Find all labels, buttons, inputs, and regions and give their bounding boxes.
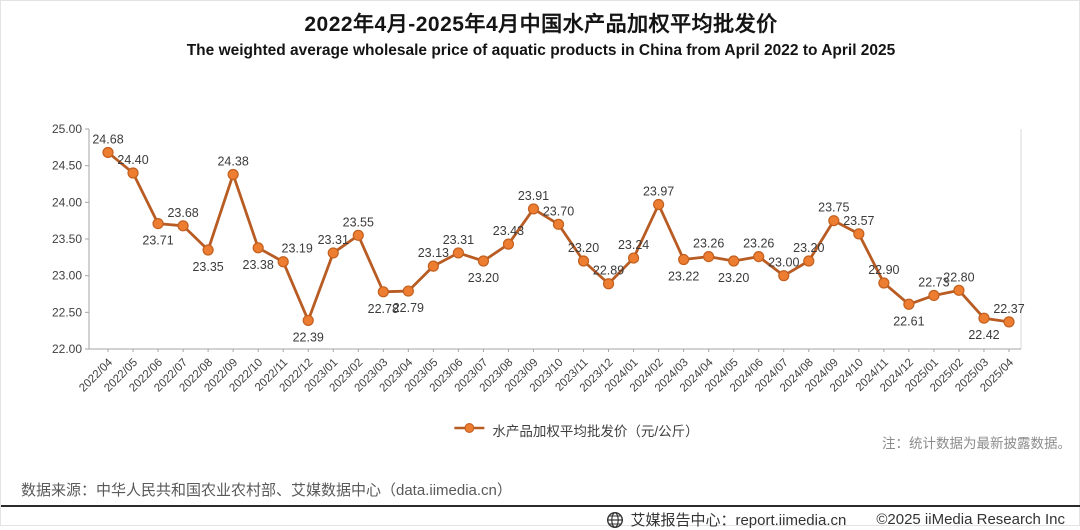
- data-point-label: 23.75: [818, 201, 849, 215]
- data-point-label: 22.80: [943, 270, 974, 284]
- data-point-label: 22.37: [993, 302, 1024, 316]
- data-point-marker: [152, 217, 164, 230]
- data-point-marker: [753, 251, 765, 263]
- data-point-marker: [527, 203, 540, 215]
- footer-divider: [1, 505, 1080, 507]
- data-point-marker: [577, 255, 590, 267]
- statistics-note: 注：统计数据为最新披露数据。: [882, 436, 1071, 451]
- data-point-marker: [127, 167, 139, 179]
- data-point-marker: [778, 270, 790, 282]
- data-point-label: 23.20: [793, 241, 824, 255]
- data-point-label: 23.20: [568, 241, 599, 255]
- data-point-marker: [377, 286, 389, 298]
- data-point-label: 23.68: [167, 206, 198, 220]
- data-point-marker: [928, 289, 940, 302]
- data-point-label: 22.73: [918, 275, 949, 289]
- data-point-marker: [427, 260, 439, 272]
- data-point-marker: [402, 285, 414, 297]
- chart-svg: 22.0022.5023.0023.5024.0024.5025.002022/…: [52, 122, 1025, 395]
- y-axis-tick-label: 24.50: [52, 159, 82, 173]
- data-point-label: 24.68: [92, 132, 123, 146]
- data-point-marker: [953, 284, 965, 296]
- data-point-label: 23.20: [718, 271, 749, 285]
- chart-legend: 水产品加权平均批发价（元/公斤）: [453, 420, 699, 440]
- data-point-label: 22.42: [968, 328, 999, 342]
- data-point-marker: [252, 242, 264, 254]
- data-point-marker: [302, 314, 314, 326]
- data-point-label: 23.97: [643, 185, 674, 199]
- data-point-label: 23.57: [843, 214, 874, 228]
- data-point-label: 23.70: [543, 204, 574, 218]
- data-point-marker: [452, 247, 464, 259]
- data-source: 数据来源：中华人民共和国农业农村部、艾媒数据中心（data.iimedia.cn…: [21, 482, 512, 499]
- data-point-label: 23.31: [443, 233, 474, 247]
- data-point-label: 23.38: [243, 258, 274, 272]
- data-point-marker: [978, 312, 990, 324]
- data-point-label: 23.91: [518, 189, 549, 203]
- data-point-marker: [678, 253, 690, 266]
- data-point-marker: [277, 256, 289, 268]
- data-point-label: 24.40: [117, 153, 148, 167]
- chart-title-en: The weighted average wholesale price of …: [186, 42, 896, 59]
- data-point-marker: [352, 229, 364, 241]
- data-point-marker: [728, 255, 740, 267]
- chart-title-cn: 2022年4月-2025年4月中国水产品加权平均批发价: [304, 13, 778, 36]
- data-point-marker: [202, 244, 214, 256]
- data-point-marker: [102, 146, 114, 159]
- legend-line-marker-icon: [453, 421, 485, 439]
- data-point-marker: [878, 277, 890, 289]
- y-axis-tick-label: 23.00: [52, 269, 82, 283]
- data-point-label: 23.20: [468, 271, 499, 285]
- data-point-label: 23.13: [418, 246, 449, 260]
- legend-label: 水产品加权平均批发价（元/公斤）: [492, 424, 699, 439]
- data-point-marker: [903, 298, 915, 310]
- data-point-label: 24.38: [217, 154, 248, 168]
- data-point-label: 23.00: [768, 256, 799, 270]
- data-point-marker: [627, 252, 640, 264]
- data-point-marker: [502, 238, 515, 250]
- data-point-marker: [477, 255, 490, 267]
- data-point-marker: [227, 168, 239, 181]
- price-line-chart: 22.00 22.50 23.00 23.50 24.00 24.50 25.00 2022/…: [1, 117, 1080, 413]
- data-point-marker: [1003, 316, 1015, 328]
- y-axis-tick-label: 22.00: [52, 342, 82, 356]
- price-line: [106, 151, 1011, 324]
- data-point-label: 23.26: [743, 237, 774, 251]
- data-point-marker: [828, 215, 840, 227]
- data-point-label: 23.71: [142, 234, 173, 248]
- footer-report-center[interactable]: 艾媒报告中心：report.iimedia.cn: [630, 512, 847, 529]
- globe-icon: [606, 511, 624, 529]
- data-point-marker: [653, 198, 665, 211]
- data-point-marker: [853, 228, 865, 240]
- data-point-label: 22.39: [293, 330, 324, 344]
- data-point-label: 23.31: [318, 233, 349, 247]
- data-point-label: 22.79: [393, 301, 424, 315]
- y-axis-tick-label: 23.50: [52, 232, 82, 246]
- data-point-label: 22.78: [368, 302, 399, 316]
- data-point-label: 23.22: [668, 270, 699, 284]
- data-point-marker: [703, 251, 715, 263]
- data-point-label: 23.26: [693, 237, 724, 251]
- y-axis-tick-label: 24.00: [52, 195, 82, 209]
- data-point-label: 22.89: [593, 264, 624, 278]
- data-point-label: 22.90: [868, 263, 899, 277]
- footer-bar: 艾媒报告中心：report.iimedia.cn ©2025 iiMedia R…: [606, 509, 1065, 530]
- data-point-marker: [602, 278, 615, 290]
- data-point-marker: [803, 255, 815, 267]
- data-point-label: 22.61: [893, 314, 924, 328]
- data-point-label: 23.55: [343, 215, 374, 229]
- data-point-label: 23.43: [493, 224, 524, 238]
- data-point-marker: [177, 220, 189, 232]
- y-axis-tick-label: 25.00: [52, 122, 82, 136]
- data-point-label: 23.35: [192, 260, 223, 274]
- y-axis-tick-label: 22.50: [52, 305, 82, 319]
- footer-copyright: ©2025 iiMedia Research Inc: [876, 511, 1065, 528]
- data-point-label: 23.19: [282, 242, 313, 256]
- data-point-marker: [552, 218, 565, 230]
- data-point-marker: [327, 247, 339, 259]
- data-point-label: 23.24: [618, 238, 649, 252]
